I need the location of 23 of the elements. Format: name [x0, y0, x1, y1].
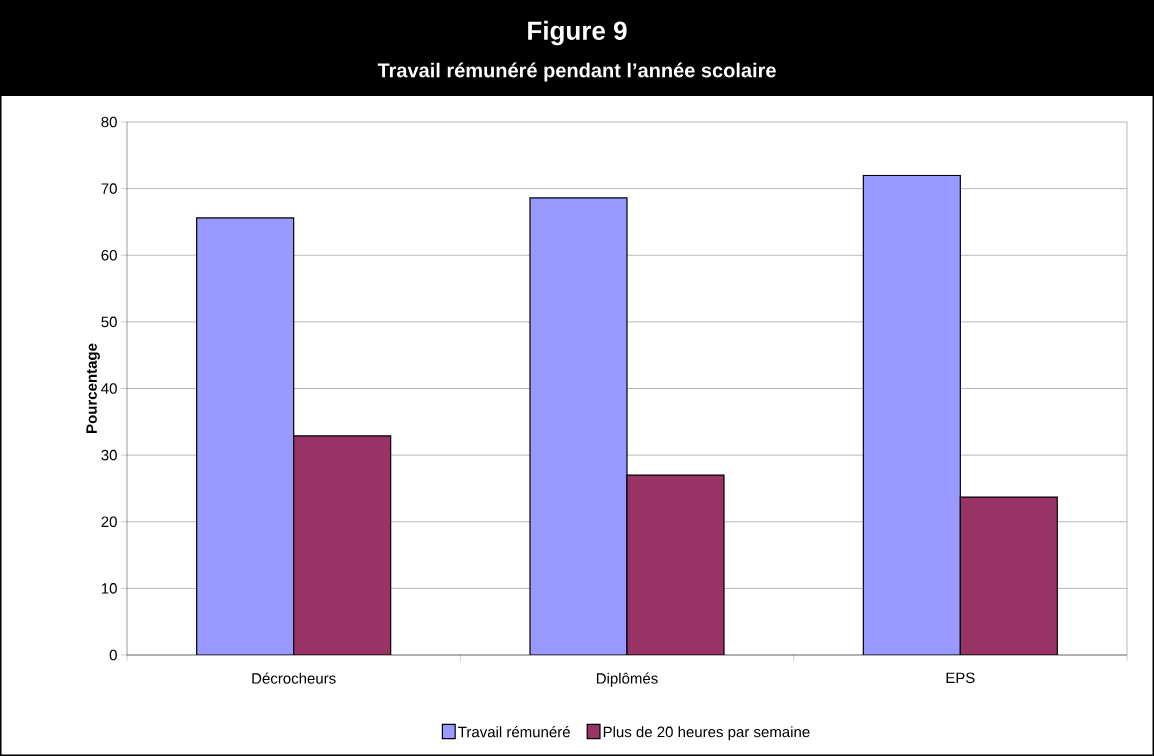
x-tick-label: Décrocheurs — [252, 672, 336, 684]
chart-subtitle: Travail rémunéré pendant l’année scolaire — [377, 62, 776, 82]
y-tick-label: 30 — [101, 449, 117, 461]
y-tick-label: 50 — [101, 316, 117, 328]
chart-title: Figure 9 — [528, 20, 627, 46]
y-tick-label: 80 — [101, 116, 117, 128]
y-tick-label: 40 — [101, 383, 117, 394]
x-tick-label: Diplômés — [596, 672, 658, 687]
bar — [293, 435, 392, 655]
y-tick-label: 70 — [101, 183, 117, 194]
bar — [196, 217, 295, 655]
bar — [862, 174, 961, 655]
bar — [626, 474, 725, 655]
y-tick-label: 10 — [101, 583, 117, 594]
y-axis-title: Pourcentage — [86, 343, 100, 433]
y-tick-label: 0 — [109, 649, 117, 661]
bar — [529, 197, 628, 655]
y-tick-label: 60 — [101, 249, 117, 261]
y-tick-label: 20 — [101, 516, 117, 528]
legend-label: Plus de 20 heures par semaine — [603, 726, 810, 741]
bar — [959, 496, 1058, 655]
legend-label: Travail rémunéré — [458, 726, 570, 738]
x-tick-label: EPS — [946, 672, 975, 684]
